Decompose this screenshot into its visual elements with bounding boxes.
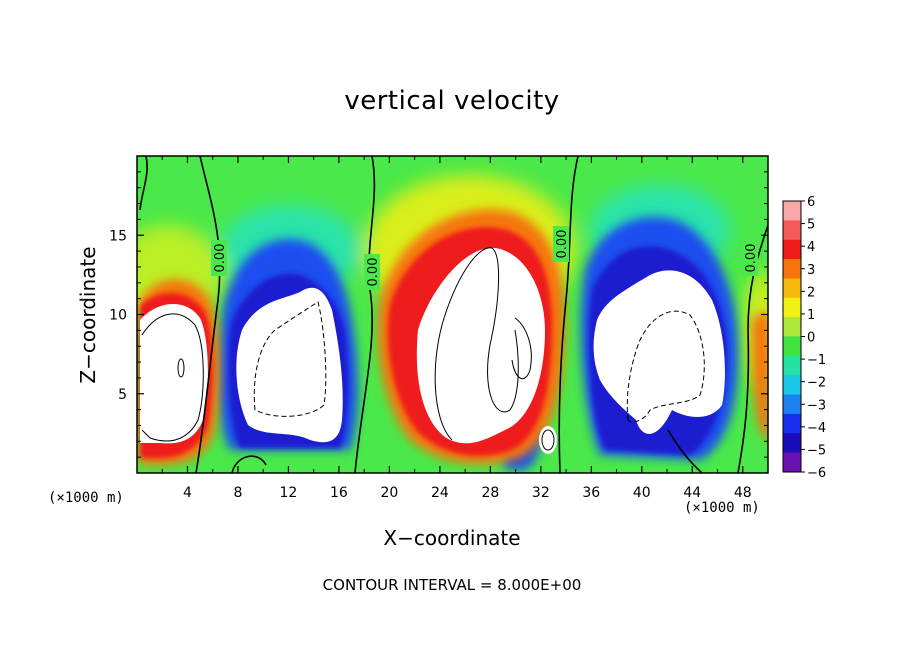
colorbar-label: −3 — [807, 398, 826, 413]
x-tick-label: 16 — [330, 485, 348, 501]
colorbar-swatch — [783, 433, 801, 454]
contour-neg-b — [626, 310, 705, 423]
contour-label-bg — [553, 226, 569, 262]
updraft-core-b — [416, 247, 545, 444]
colorbar-swatch — [783, 317, 801, 337]
x-tick-label: 8 — [233, 485, 242, 501]
contour-labels: 0.00 0.00 0.00 0.00 — [211, 226, 759, 290]
x-tick-label: 32 — [532, 485, 550, 501]
zero-contour-2 — [195, 156, 221, 473]
y-tick-label: 15 — [109, 228, 127, 244]
x-unit-right: (×1000 m) — [684, 500, 760, 516]
colorbar-swatch — [783, 220, 801, 241]
contour-label-bg — [742, 240, 758, 276]
y-axis-label: Z−coordinate — [76, 246, 100, 384]
zero-contour-1 — [139, 156, 148, 211]
x-tick-label: 36 — [582, 485, 600, 501]
colorbar-swatch — [783, 259, 801, 279]
contour-pos-a-inner — [177, 358, 185, 378]
colorbar-swatch — [783, 394, 801, 415]
colorbar-swatch — [783, 355, 801, 376]
x-tick-label: 20 — [380, 485, 398, 501]
contour-pos-b-lobe — [511, 317, 532, 380]
colorbar-swatch — [783, 336, 801, 357]
y-axis-ticks: 5 10 15 — [109, 171, 768, 458]
colorbar-swatch — [783, 375, 801, 396]
updraft-shell-c-orange — [752, 312, 768, 440]
colorbar-label: 4 — [807, 240, 815, 255]
contour-neg-a — [253, 301, 327, 417]
contour-label: 0.00 — [555, 230, 570, 259]
colorbar-label: −1 — [807, 353, 826, 368]
x-axis-ticks: 4 8 12 16 20 24 28 32 36 40 44 48 — [161, 156, 752, 501]
downdraft-core-a — [236, 287, 343, 443]
chart-title: vertical velocity — [344, 86, 560, 116]
colorbar-label: 1 — [807, 308, 815, 323]
colorbar-swatch — [783, 297, 801, 318]
y-tick-label: 5 — [118, 387, 127, 403]
contour-label: 0.00 — [366, 258, 381, 287]
x-tick-label: 40 — [633, 485, 651, 501]
colorbar-label: 2 — [807, 285, 815, 300]
contour-pos-a — [141, 313, 204, 442]
x-tick-label: 28 — [481, 485, 499, 501]
x-tick-label: 48 — [734, 485, 752, 501]
colorbar-label: 3 — [807, 263, 815, 278]
updraft-core-a — [140, 304, 208, 444]
colorbar-label: 6 — [807, 195, 815, 210]
colorbar-label: −5 — [807, 443, 826, 458]
contour-interval-note: CONTOUR INTERVAL = 8.000E+00 — [322, 576, 582, 594]
colorbar-swatch — [783, 201, 801, 221]
contour-pos-b — [434, 247, 519, 441]
x-tick-label: 4 — [183, 485, 192, 501]
x-tick-label: 44 — [683, 485, 701, 501]
downdraft-core-b — [593, 270, 725, 434]
colorbar-swatch — [783, 413, 801, 434]
zero-contour-6 — [231, 455, 267, 473]
zero-contour-3 — [354, 156, 376, 473]
interval-contours — [141, 247, 705, 451]
contour-label: 0.00 — [213, 244, 228, 273]
x-axis-label: X−coordinate — [383, 526, 521, 550]
x-unit-left: (×1000 m) — [48, 490, 124, 506]
colorbar-swatch — [783, 278, 801, 299]
velocity-field — [137, 156, 768, 473]
colorbar-label: 0 — [807, 331, 815, 346]
zero-contour-7 — [667, 429, 703, 473]
contour-label-bg — [364, 254, 380, 290]
y-tick-label: 10 — [109, 308, 127, 324]
colorbar-label: −4 — [807, 421, 826, 436]
colorbar-swatch — [783, 239, 801, 260]
colorbar-label: −2 — [807, 376, 826, 391]
x-tick-label: 24 — [431, 485, 449, 501]
zero-contour-4 — [558, 156, 579, 473]
x-tick-label: 12 — [280, 485, 298, 501]
contour-label: 0.00 — [744, 244, 759, 273]
zero-contours — [139, 156, 768, 473]
colorbar-label: 5 — [807, 218, 815, 233]
contour-pos-c — [541, 429, 555, 451]
colorbar-swatch — [783, 452, 801, 473]
colorbar-label: −6 — [807, 466, 826, 481]
colorbar: 6 5 4 3 2 1 0 −1 −2 −3 −4 −5 −6 — [782, 195, 826, 481]
contour-label-bg — [211, 240, 227, 276]
zero-contour-5 — [737, 224, 768, 473]
